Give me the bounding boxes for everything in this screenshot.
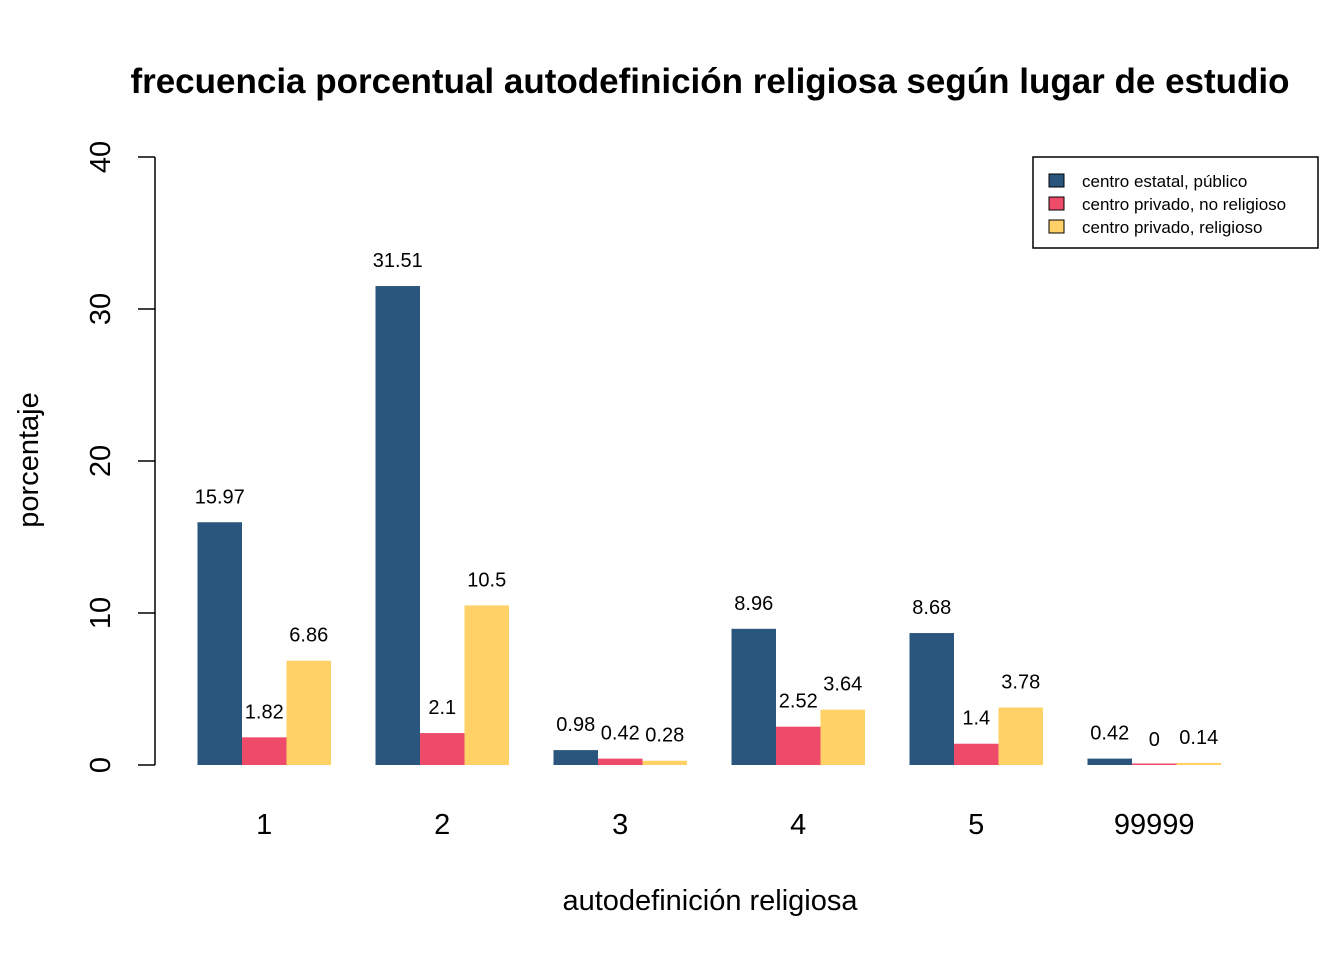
data-label: 8.96 bbox=[734, 593, 773, 615]
x-tick-label: 99999 bbox=[1114, 809, 1195, 841]
legend-box bbox=[1032, 156, 1319, 249]
data-label: 3.78 bbox=[1001, 672, 1040, 694]
bar bbox=[642, 760, 687, 765]
data-label: 0.14 bbox=[1179, 727, 1218, 749]
bars bbox=[197, 286, 1221, 765]
data-label: 2.1 bbox=[428, 697, 456, 719]
data-label: 0.42 bbox=[1090, 723, 1129, 745]
legend-swatch bbox=[1048, 219, 1065, 234]
chart-title: frecuencia porcentual autodefinición rel… bbox=[130, 62, 1289, 101]
y-axis: 0 10 20 30 40 bbox=[85, 141, 156, 773]
data-label: 10.5 bbox=[467, 569, 506, 591]
data-label: 0.28 bbox=[645, 725, 684, 747]
legend-swatch bbox=[1048, 196, 1065, 211]
bar bbox=[375, 286, 420, 765]
data-label: 2.52 bbox=[779, 691, 818, 713]
data-label: 0 bbox=[1149, 729, 1160, 751]
bar bbox=[909, 633, 954, 765]
data-label: 1.82 bbox=[245, 701, 284, 723]
bar bbox=[242, 737, 287, 765]
y-tick-label: 0 bbox=[85, 757, 117, 773]
legend-swatch bbox=[1048, 173, 1065, 188]
bar bbox=[598, 758, 643, 765]
x-tick-label: 5 bbox=[968, 809, 984, 841]
bar bbox=[776, 726, 821, 765]
legend-label: centro privado, religioso bbox=[1082, 218, 1262, 237]
x-tick-label: 1 bbox=[256, 809, 272, 841]
bar bbox=[731, 628, 776, 765]
y-axis-title: porcentaje bbox=[13, 392, 45, 527]
bar bbox=[1132, 763, 1177, 765]
category-labels: 1 2 3 4 5 99999 bbox=[256, 809, 1194, 841]
y-tick-label: 10 bbox=[85, 597, 117, 629]
bar bbox=[197, 522, 242, 765]
data-label: 6.86 bbox=[289, 625, 328, 647]
legend-label: centro privado, no religioso bbox=[1082, 195, 1286, 214]
data-label: 31.51 bbox=[373, 250, 423, 272]
bar bbox=[998, 707, 1043, 765]
x-tick-label: 4 bbox=[790, 809, 806, 841]
data-label: 0.42 bbox=[601, 723, 640, 745]
data-label: 15.97 bbox=[195, 486, 245, 508]
bar bbox=[286, 660, 331, 765]
bar bbox=[464, 605, 509, 765]
bar bbox=[1176, 762, 1221, 765]
data-label: 8.68 bbox=[912, 597, 951, 619]
y-tick-label: 20 bbox=[85, 445, 117, 477]
x-axis-title: autodefinición religiosa bbox=[562, 885, 858, 917]
x-tick-label: 2 bbox=[434, 809, 450, 841]
bar bbox=[420, 733, 465, 765]
y-tick-label: 40 bbox=[85, 141, 117, 173]
bar bbox=[1087, 758, 1132, 765]
data-label: 0.98 bbox=[556, 714, 595, 736]
legend: centro estatal, público centro privado, n… bbox=[1032, 156, 1319, 249]
data-label: 3.64 bbox=[823, 674, 862, 696]
data-label: 1.4 bbox=[962, 708, 990, 730]
legend-label: centro estatal, público bbox=[1082, 172, 1247, 191]
bar bbox=[820, 709, 865, 765]
y-tick-label: 30 bbox=[85, 293, 117, 325]
x-tick-label: 3 bbox=[612, 809, 628, 841]
bar bbox=[553, 750, 598, 765]
bar bbox=[954, 743, 999, 765]
